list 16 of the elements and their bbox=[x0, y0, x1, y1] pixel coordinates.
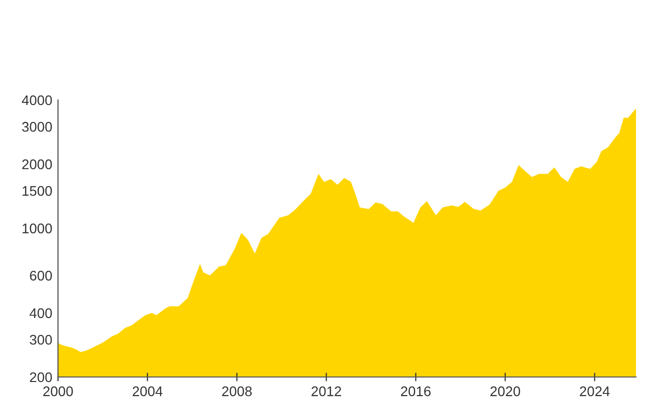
x-tick-label: 2016 bbox=[401, 386, 431, 396]
y-tick-label: 1500 bbox=[22, 186, 52, 196]
x-tick-label: 2004 bbox=[132, 386, 162, 396]
y-tick-label: 4000 bbox=[22, 95, 52, 106]
y-tick-label: 3000 bbox=[22, 122, 52, 132]
y-tick-label: 300 bbox=[30, 334, 52, 345]
y-tick-label: 1000 bbox=[22, 224, 52, 234]
y-tick-label: 600 bbox=[30, 270, 52, 281]
x-tick-label: 2000 bbox=[43, 386, 73, 396]
x-tick-label: 2012 bbox=[312, 386, 342, 396]
x-tick-label: 2008 bbox=[222, 386, 252, 396]
y-tick-label: 200 bbox=[30, 372, 52, 382]
x-tick-label: 2024 bbox=[580, 386, 610, 396]
y-tick-label: 2000 bbox=[22, 159, 52, 170]
y-tick-label: 400 bbox=[30, 308, 52, 318]
x-tick-label: 2020 bbox=[490, 386, 520, 396]
